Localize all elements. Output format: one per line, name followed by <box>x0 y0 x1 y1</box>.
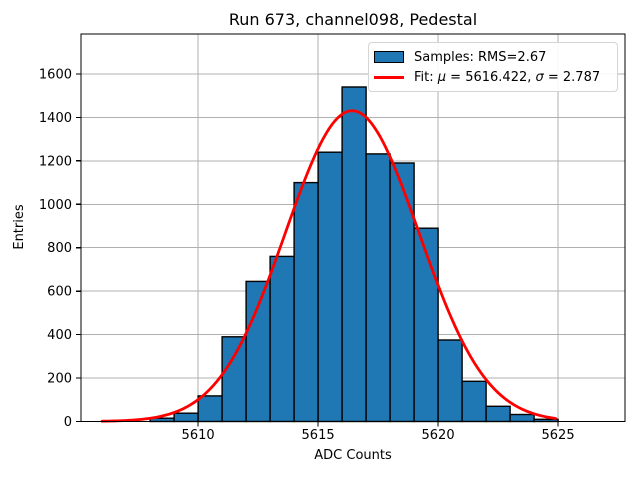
chart-title: Run 673, channel098, Pedestal <box>228 10 478 29</box>
histogram-bar <box>509 413 535 423</box>
fit-swatch-wrap <box>374 75 404 79</box>
legend-entry-fit: Fit: μ = 5616.422, σ = 2.787 <box>374 67 611 87</box>
histogram-bar <box>461 380 487 423</box>
legend-label-fit: Fit: μ = 5616.422, σ = 2.787 <box>414 69 601 85</box>
fit-line-swatch <box>374 75 404 79</box>
histogram-bar <box>413 227 439 423</box>
histogram-bar <box>221 336 247 423</box>
y-tick-label: 1000 <box>39 198 72 213</box>
x-tick-label: 5625 <box>542 428 575 443</box>
histogram-bar <box>341 86 367 423</box>
legend-entry-samples: Samples: RMS=2.67 <box>374 47 611 67</box>
x-axis-label: ADC Counts <box>314 448 392 463</box>
x-tick-label: 5610 <box>182 428 215 443</box>
y-tick-label: 800 <box>47 241 72 256</box>
x-axis-ticks: 5610 5615 5620 5625 <box>182 421 575 443</box>
legend-label-samples: Samples: RMS=2.67 <box>414 49 547 65</box>
histogram-bar <box>365 153 391 423</box>
y-tick-label: 200 <box>47 372 72 387</box>
y-axis-label: Entries <box>12 204 27 250</box>
histogram-bar <box>437 339 463 423</box>
gaussian-fit-curve <box>100 109 558 423</box>
y-axis-ticks: 0 200 400 600 800 1000 1200 1400 1600 <box>39 67 81 430</box>
y-tick-label: 1400 <box>39 111 72 126</box>
histogram-bar <box>293 181 319 423</box>
axes-spines <box>80 33 626 423</box>
y-tick-label: 600 <box>47 285 72 300</box>
histogram-bar <box>269 255 295 423</box>
histogram-bar <box>389 162 415 423</box>
histogram-bar <box>485 405 511 423</box>
histogram-bar <box>173 412 199 423</box>
histogram-swatch-wrap <box>374 51 404 63</box>
y-tick-label: 400 <box>47 328 72 343</box>
y-tick-label: 1600 <box>39 67 72 82</box>
histogram-patch-swatch <box>374 51 404 63</box>
histogram-bar <box>317 151 343 423</box>
histogram-bars <box>149 86 559 423</box>
legend: Samples: RMS=2.67 Fit: μ = 5616.422, σ =… <box>368 42 618 92</box>
y-tick-label: 1200 <box>39 154 72 169</box>
x-tick-label: 5615 <box>302 428 335 443</box>
histogram-bar <box>197 395 223 423</box>
x-tick-label: 5620 <box>422 428 455 443</box>
y-tick-label: 0 <box>64 415 72 430</box>
